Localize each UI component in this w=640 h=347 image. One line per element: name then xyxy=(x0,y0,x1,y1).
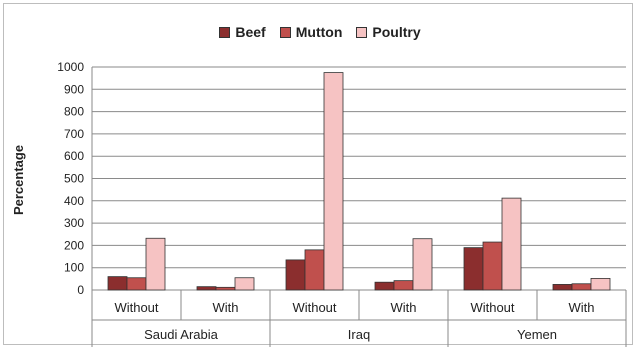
y-tick-label-400: 400 xyxy=(64,194,84,208)
group-label-saudi-arabia: Saudi Arabia xyxy=(144,327,218,342)
bar-poultry-4 xyxy=(412,238,433,291)
legend-swatch-beef xyxy=(219,26,231,38)
bar-beef-2 xyxy=(196,286,217,291)
legend: Beef Mutton Poultry xyxy=(0,24,640,40)
legend-item-poultry: Poultry xyxy=(356,24,421,40)
y-tick-label-300: 300 xyxy=(64,216,84,230)
bar-beef-5 xyxy=(463,247,484,291)
y-tick-label-100: 100 xyxy=(64,261,84,275)
legend-label-poultry: Poultry xyxy=(372,24,421,40)
bar-mutton-4 xyxy=(393,280,414,291)
legend-item-mutton: Mutton xyxy=(279,24,343,40)
bar-beef-4 xyxy=(374,281,395,291)
x-tick-label-1: Without xyxy=(114,300,158,315)
x-tick-label-5: Without xyxy=(470,300,514,315)
legend-swatch-mutton xyxy=(279,26,291,38)
bar-poultry-3 xyxy=(323,72,344,291)
y-tick-label-500: 500 xyxy=(64,172,84,186)
bar-poultry-2 xyxy=(234,277,255,291)
legend-label-beef: Beef xyxy=(235,24,266,40)
group-label-yemen: Yemen xyxy=(517,327,557,342)
group-label-iraq: Iraq xyxy=(348,327,370,342)
y-tick-label-600: 600 xyxy=(64,149,84,163)
bar-beef-3 xyxy=(285,259,306,291)
bar-poultry-6 xyxy=(590,278,611,291)
bar-mutton-1 xyxy=(126,277,147,291)
bar-beef-6 xyxy=(552,284,573,291)
legend-item-beef: Beef xyxy=(219,24,266,40)
y-tick-label-1000: 1000 xyxy=(57,60,84,74)
y-tick-label-700: 700 xyxy=(64,127,84,141)
x-tick-label-4: With xyxy=(391,300,417,315)
legend-label-mutton: Mutton xyxy=(295,24,343,40)
x-tick-label-2: With xyxy=(213,300,239,315)
x-tick-label-3: Without xyxy=(292,300,336,315)
legend-swatch-poultry xyxy=(356,26,368,38)
y-tick-label-0: 0 xyxy=(77,283,84,297)
bar-beef-1 xyxy=(107,276,128,291)
bar-mutton-3 xyxy=(304,249,325,291)
bar-mutton-5 xyxy=(482,241,503,291)
bar-mutton-2 xyxy=(215,286,236,291)
y-tick-label-200: 200 xyxy=(64,238,84,252)
x-tick-label-6: With xyxy=(569,300,595,315)
bar-poultry-5 xyxy=(501,197,522,291)
y-tick-label-800: 800 xyxy=(64,105,84,119)
y-tick-label-900: 900 xyxy=(64,82,84,96)
bar-mutton-6 xyxy=(571,283,592,291)
bar-poultry-1 xyxy=(145,237,166,291)
